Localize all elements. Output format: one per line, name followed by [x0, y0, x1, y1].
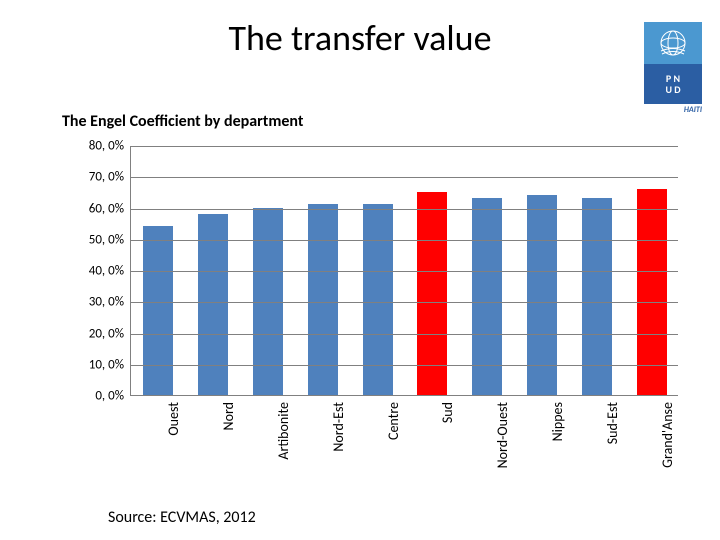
- y-tick-label: 30, 0%: [64, 295, 124, 310]
- chart-subtitle: The Engel Coefficient by department: [62, 112, 303, 131]
- bar-artibonite: [253, 208, 283, 396]
- gridline: [131, 209, 678, 210]
- gridline: [131, 302, 678, 303]
- y-tick-label: 10, 0%: [64, 357, 124, 372]
- un-emblem: [644, 22, 702, 64]
- bar-ouest: [143, 226, 173, 395]
- y-tick-label: 20, 0%: [64, 326, 124, 341]
- plot-area: [130, 146, 678, 396]
- x-tick-label: Artibonite: [275, 402, 292, 502]
- undp-logo: P N U D HAITI: [644, 22, 702, 115]
- x-tick-label: Nord: [220, 402, 237, 502]
- gridline: [131, 271, 678, 272]
- x-tick-label: Sud: [439, 402, 456, 502]
- y-tick-label: 60, 0%: [64, 201, 124, 216]
- source-text: Source: ECVMAS, 2012: [108, 508, 256, 527]
- bar-centre: [363, 204, 393, 395]
- y-tick-label: 70, 0%: [64, 170, 124, 185]
- gridline: [131, 365, 678, 366]
- x-tick-label: Nord-Est: [330, 402, 347, 502]
- gridline: [131, 177, 678, 178]
- x-tick-label: Grand'Anse: [659, 402, 676, 502]
- y-tick-label: 80, 0%: [64, 139, 124, 154]
- x-tick-label: Nippes: [549, 402, 566, 502]
- logo-haiti: HAITI: [644, 104, 702, 115]
- x-tick-label: Sud-Est: [604, 402, 621, 502]
- y-tick-label: 40, 0%: [64, 264, 124, 279]
- y-tick-label: 50, 0%: [64, 232, 124, 247]
- logo-line-2: U D: [665, 84, 680, 95]
- bar-nordest: [308, 204, 338, 395]
- bar-nord: [198, 214, 228, 395]
- undp-text: P N U D: [644, 64, 702, 104]
- x-tick-label: Ouest: [165, 402, 182, 502]
- engel-chart: 0, 0%10, 0%20, 0%30, 0%40, 0%50, 0%60, 0…: [76, 146, 678, 396]
- x-axis-labels: Ouest Nord Artibonite Nord-Est Centre Sud Nord…: [130, 402, 678, 502]
- x-tick-label: Nord-Ouest: [494, 402, 511, 502]
- x-tick-label: Centre: [385, 402, 402, 502]
- y-tick-label: 0, 0%: [64, 389, 124, 404]
- page-title: The transfer value: [0, 16, 720, 60]
- gridline: [131, 146, 678, 147]
- gridline: [131, 334, 678, 335]
- gridline: [131, 240, 678, 241]
